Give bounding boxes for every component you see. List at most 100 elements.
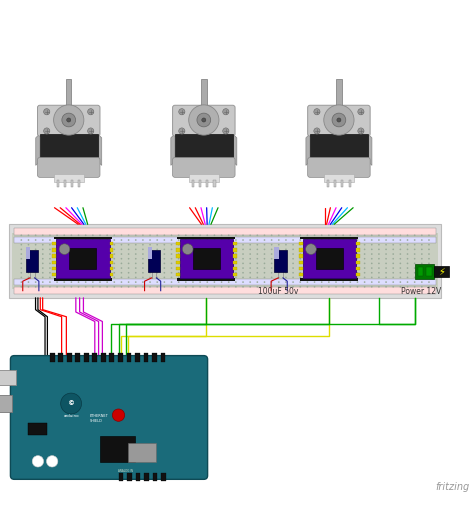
- Circle shape: [128, 286, 129, 287]
- Circle shape: [364, 277, 365, 278]
- Circle shape: [178, 277, 180, 278]
- Circle shape: [414, 277, 416, 278]
- Circle shape: [285, 239, 287, 241]
- Circle shape: [64, 277, 65, 278]
- Circle shape: [64, 286, 65, 287]
- Circle shape: [206, 249, 208, 250]
- Circle shape: [228, 286, 229, 287]
- Circle shape: [349, 249, 351, 250]
- Circle shape: [414, 244, 416, 246]
- Circle shape: [407, 253, 409, 255]
- Circle shape: [356, 277, 358, 278]
- Circle shape: [271, 249, 273, 250]
- Circle shape: [256, 239, 258, 241]
- Circle shape: [378, 286, 380, 287]
- Circle shape: [78, 286, 80, 287]
- Circle shape: [120, 258, 122, 260]
- Bar: [299, 267, 303, 270]
- Circle shape: [85, 234, 87, 236]
- Bar: [324, 174, 354, 182]
- Circle shape: [178, 267, 180, 269]
- Circle shape: [264, 253, 265, 255]
- Circle shape: [156, 249, 158, 250]
- Circle shape: [332, 113, 346, 127]
- Circle shape: [64, 249, 65, 250]
- Bar: [127, 473, 132, 481]
- Circle shape: [321, 267, 322, 269]
- Circle shape: [242, 267, 244, 269]
- Bar: [109, 273, 113, 276]
- Circle shape: [349, 277, 351, 278]
- Circle shape: [414, 258, 416, 260]
- Circle shape: [228, 239, 229, 241]
- Bar: [109, 267, 113, 270]
- Circle shape: [249, 239, 251, 241]
- Circle shape: [142, 267, 144, 269]
- Circle shape: [378, 258, 380, 260]
- Circle shape: [171, 258, 173, 260]
- Circle shape: [235, 281, 237, 283]
- Circle shape: [20, 234, 22, 236]
- Circle shape: [128, 249, 129, 250]
- Circle shape: [349, 244, 351, 246]
- Circle shape: [49, 258, 51, 260]
- Circle shape: [228, 244, 229, 246]
- Circle shape: [285, 281, 287, 283]
- Circle shape: [149, 244, 151, 246]
- Circle shape: [321, 281, 322, 283]
- Circle shape: [113, 272, 115, 273]
- Circle shape: [56, 239, 58, 241]
- Circle shape: [371, 286, 373, 287]
- Circle shape: [156, 244, 158, 246]
- Circle shape: [61, 393, 82, 414]
- Circle shape: [342, 249, 344, 250]
- Circle shape: [356, 253, 358, 255]
- Bar: [341, 180, 343, 187]
- Circle shape: [142, 286, 144, 287]
- Circle shape: [242, 281, 244, 283]
- Circle shape: [278, 277, 280, 278]
- Circle shape: [385, 244, 387, 246]
- Circle shape: [364, 253, 365, 255]
- Circle shape: [99, 286, 101, 287]
- Circle shape: [128, 253, 129, 255]
- Circle shape: [149, 234, 151, 236]
- Circle shape: [307, 281, 308, 283]
- Circle shape: [221, 277, 222, 278]
- Circle shape: [156, 277, 158, 278]
- Circle shape: [99, 258, 101, 260]
- Circle shape: [407, 244, 409, 246]
- Circle shape: [178, 258, 180, 260]
- Circle shape: [428, 239, 430, 241]
- Circle shape: [35, 249, 36, 250]
- Circle shape: [106, 244, 108, 246]
- Circle shape: [99, 281, 101, 283]
- Circle shape: [71, 286, 72, 287]
- Circle shape: [92, 263, 94, 264]
- Circle shape: [135, 249, 137, 250]
- Circle shape: [264, 244, 265, 246]
- Circle shape: [164, 258, 165, 260]
- Circle shape: [342, 286, 344, 287]
- Circle shape: [256, 234, 258, 236]
- Circle shape: [42, 253, 44, 255]
- Bar: [53, 242, 56, 246]
- Circle shape: [164, 286, 165, 287]
- Circle shape: [400, 249, 401, 250]
- Circle shape: [199, 281, 201, 283]
- Circle shape: [371, 267, 373, 269]
- Circle shape: [235, 263, 237, 264]
- Circle shape: [414, 263, 416, 264]
- Circle shape: [171, 281, 173, 283]
- Circle shape: [185, 249, 187, 250]
- Circle shape: [378, 234, 380, 236]
- Circle shape: [99, 267, 101, 269]
- Circle shape: [428, 253, 430, 255]
- Circle shape: [199, 249, 201, 250]
- Polygon shape: [36, 134, 40, 165]
- Circle shape: [64, 258, 65, 260]
- Circle shape: [356, 258, 358, 260]
- Circle shape: [256, 281, 258, 283]
- Circle shape: [221, 234, 222, 236]
- Circle shape: [307, 286, 308, 287]
